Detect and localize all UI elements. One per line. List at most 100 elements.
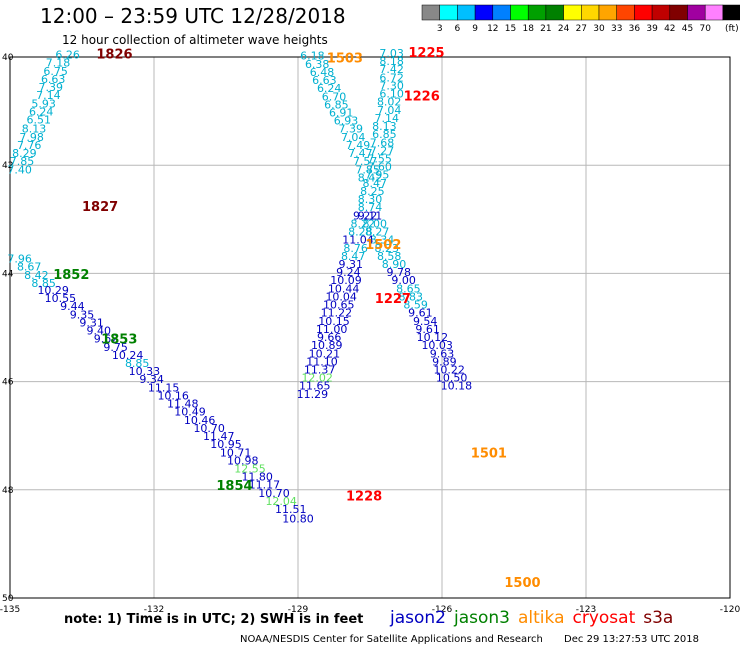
swh-value: 11.22 xyxy=(321,307,353,320)
colorbar-swatch xyxy=(439,4,458,21)
swh-value: 8.42 xyxy=(358,171,383,184)
swh-value: 7.39 xyxy=(339,123,364,136)
swh-value: 9.75 xyxy=(103,341,128,354)
swh-value: 11.10 xyxy=(306,355,338,368)
swh-value: 12.02 xyxy=(301,372,333,385)
pass-time-label: 1854 xyxy=(216,479,252,494)
credit-text: NOAA/NESDIS Center for Satellite Applica… xyxy=(240,634,543,645)
swh-value: 10.15 xyxy=(318,315,350,328)
swh-value: 10.80 xyxy=(282,512,314,525)
colorbar-label: 18 xyxy=(522,24,534,34)
pass-time-label: 1500 xyxy=(504,576,540,591)
lat-lon-grid xyxy=(9,56,731,599)
swh-value: 9.61 xyxy=(408,307,433,320)
lat-tick-label: 42 xyxy=(2,161,13,171)
colorbar-label: 45 xyxy=(682,24,693,34)
swh-value: 6.51 xyxy=(27,114,52,127)
colorbar-label: 36 xyxy=(629,24,641,34)
swh-value: 6.70 xyxy=(322,90,347,103)
legend-altika: altika xyxy=(518,608,565,628)
lon-tick-label: -129 xyxy=(288,605,309,615)
swh-value: 7.57 xyxy=(353,155,378,168)
units-note: note: 1) Time is in UTC; 2) SWH is in fe… xyxy=(64,612,364,627)
colorbar-label: 70 xyxy=(699,24,711,34)
swh-value: 7.47 xyxy=(348,147,373,160)
swh-value: 8.30 xyxy=(358,193,383,206)
swh-value: 11.80 xyxy=(241,471,273,484)
swh-value: 10.44 xyxy=(328,282,360,295)
swh-value: 6.63 xyxy=(312,74,337,87)
colorbar-swatch xyxy=(581,4,600,21)
swh-value: 7.98 xyxy=(19,131,44,144)
swh-value: 8.65 xyxy=(396,282,421,295)
swh-value: 7.14 xyxy=(375,112,400,125)
swh-value: 7.18 xyxy=(46,57,71,70)
colorbar-label: 39 xyxy=(646,24,658,34)
swh-value: 8.02 xyxy=(377,96,402,109)
swh-value: 6.91 xyxy=(329,107,354,120)
swh-value: 7.04 xyxy=(341,131,366,144)
swh-value: 9.31 xyxy=(79,316,104,329)
swh-value: 7.27 xyxy=(370,144,395,157)
swh-value: 7.76 xyxy=(17,139,42,152)
page-subtitle: 12 hour collection of altimeter wave hei… xyxy=(62,33,328,47)
swh-value: 6.48 xyxy=(310,66,335,79)
swh-value: 11.51 xyxy=(275,503,307,516)
swh-value: 8.22 xyxy=(351,217,376,230)
swh-value: 10.95 xyxy=(210,438,242,451)
swh-value: 8.23 xyxy=(375,242,400,255)
swh-value: 10.98 xyxy=(227,454,259,467)
swh-value: 6.85 xyxy=(372,128,397,141)
colorbar-label: 24 xyxy=(558,24,570,34)
swh-value: 10.55 xyxy=(45,292,77,305)
colorbar-swatch xyxy=(634,4,653,21)
lat-tick-label: 44 xyxy=(2,269,14,279)
lat-tick-label: 40 xyxy=(2,53,14,63)
colorbar-swatch xyxy=(474,4,494,21)
lat-tick-label: 48 xyxy=(2,486,14,496)
swh-value: 6.93 xyxy=(334,115,359,128)
swh-value: 10.24 xyxy=(112,349,144,362)
colorbar-swatch xyxy=(704,4,724,21)
swh-value: 11.29 xyxy=(297,388,329,401)
lon-tick-label: -120 xyxy=(720,605,740,615)
mission-legend: jason2 jason3 altika cryosat s3a xyxy=(390,608,681,628)
legend-s3a: s3a xyxy=(643,608,674,628)
lon-tick-label: -132 xyxy=(144,605,164,615)
colorbar-label: 9 xyxy=(472,24,478,34)
swh-value: 10.16 xyxy=(157,389,189,402)
swh-value: 6.85 xyxy=(324,98,349,111)
colorbar-label: 12 xyxy=(487,24,498,34)
colorbar-swatch xyxy=(421,4,440,21)
colorbar-swatch xyxy=(722,4,740,21)
swh-value: 6.38 xyxy=(305,58,330,71)
swh-value: 10.70 xyxy=(193,422,225,435)
swh-value: 7.85 xyxy=(10,155,35,168)
colorbar-swatch xyxy=(457,4,476,21)
swh-value: 8.28 xyxy=(348,226,373,239)
swh-value: 8.85 xyxy=(125,357,150,370)
pass-time-label: 1225 xyxy=(408,46,444,61)
axis-tick-labels: -135 -132 -129 -126 -123 -120 40 42 44 46 48 50 xyxy=(0,53,740,615)
swh-value: 8.67 xyxy=(17,261,42,274)
swh-value: 11.00 xyxy=(316,323,348,336)
swh-value: 10.46 xyxy=(184,414,216,427)
swh-value: 9.89 xyxy=(432,355,457,368)
swh-value: 8.85 xyxy=(31,277,56,290)
swh-value: 8.90 xyxy=(382,258,407,271)
swh-value: 8.47 xyxy=(341,250,366,263)
pass-time-label: 1503 xyxy=(327,51,363,66)
swh-value: 9.00 xyxy=(391,274,416,287)
swh-value: 6.75 xyxy=(43,65,68,78)
colorbar-swatch xyxy=(651,4,671,21)
swh-value: 7.49 xyxy=(346,139,371,152)
pass-time-labels: 1826 1827 1852 1853 1854 1503 1502 1501 1500 1225… xyxy=(53,46,540,591)
swh-value: 8.47 xyxy=(363,177,388,190)
swh-value: 9.63 xyxy=(430,347,455,360)
swh-value: 11.37 xyxy=(304,363,336,376)
colorbar-swatch xyxy=(492,4,511,21)
pass-time-label: 1228 xyxy=(346,490,382,505)
swh-value: 9.34 xyxy=(139,373,164,386)
swh-value: 8.13 xyxy=(372,120,397,133)
swh-value: 7.30 xyxy=(379,79,404,92)
